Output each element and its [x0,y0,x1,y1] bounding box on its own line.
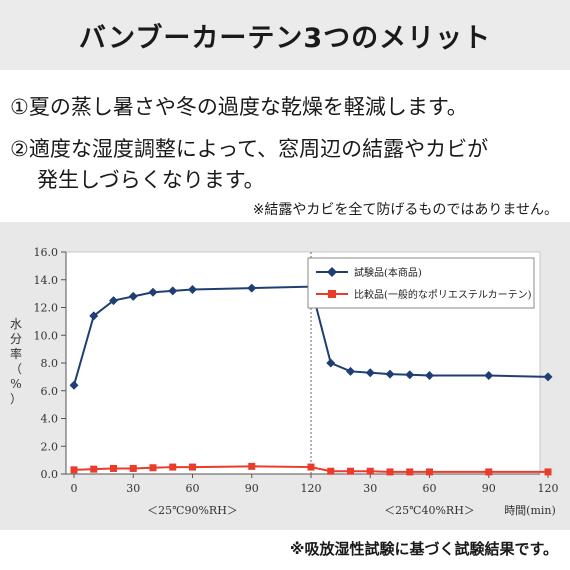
benefit-2-line2: 発生しづらくなります。 [37,168,265,192]
y-axis-label-char: 水 [10,317,22,331]
legend-label: 比較品(一般的なポリエステルカーテン) [354,288,532,301]
y-tick-label: 12.0 [34,302,59,315]
y-tick-label: 14.0 [34,274,59,287]
legend-marker [327,267,337,277]
data-point [90,465,98,473]
phase-label: ＜25℃90%RH＞ [147,504,238,517]
chart-legend: 試験品(本商品) 比較品(一般的なポリエステルカーテン) [307,257,535,309]
x-tick-label: 30 [363,482,377,495]
x-axis-label: 時間(min) [504,504,556,517]
y-axis-label-char: 率 [10,346,22,361]
data-point [327,467,335,475]
y-axis-label-char: % [10,377,21,391]
data-point [346,366,355,376]
data-point [70,466,78,474]
y-axis-label-char: ） [10,392,22,406]
y-tick-label: 8.0 [41,357,59,370]
benefit-2-line1: ②適度な湿度調整によって、窓周辺の結露やカビが [10,137,489,161]
moisture-chart: 16.0 14.0 12.0 10.0 8.0 6.0 4.0 2.0 0.0 水分率（%） 0 30… [10,246,559,517]
x-tick-label: 30 [126,482,140,495]
page-title: バンブーカーテン3つのメリット [78,22,492,54]
data-point [128,291,138,301]
data-point [543,372,553,382]
data-point [347,467,354,475]
chart-panel: 16.0 14.0 12.0 10.0 8.0 6.0 4.0 2.0 0.0 水分率（%） 0 30… [0,222,570,530]
x-tick-label: 0 [71,482,78,495]
data-point [168,286,178,296]
y-tick-label: 6.0 [41,385,59,398]
data-point [248,462,256,470]
data-point [188,284,197,294]
legend-label: 試験品(本商品) [354,266,422,279]
data-point [544,468,552,476]
data-point [169,463,177,471]
data-point [247,283,257,293]
benefit-1: ①夏の蒸し暑さや冬の過度な乾燥を軽減します。 [10,95,468,119]
y-tick-label: 10.0 [34,329,59,342]
disclaimer-note: ※結露やカビを全て防げるものではありません。 [252,202,558,218]
data-point [307,463,315,471]
data-point [109,296,118,306]
data-point [148,287,158,297]
data-point [69,380,79,390]
data-point [149,464,157,472]
data-point [89,311,99,321]
data-point [485,468,493,476]
data-point [484,370,494,380]
data-point [365,368,375,378]
x-tick-label: 60 [186,482,200,495]
y-axis-label-char: （ [10,362,22,376]
data-point [385,369,395,379]
benefit-2: ②適度な湿度調整によって、窓周辺の結露やカビが 発生しづらくなります。 [10,134,488,196]
data-point [189,463,196,471]
data-point [366,467,374,475]
data-point [425,370,434,380]
x-tick-label: 60 [423,482,437,495]
data-point [129,464,137,472]
data-point [406,468,414,476]
source-note: ※吸放湿性試験に基づく試験結果です。 [289,540,558,558]
x-tick-label: 120 [538,482,559,495]
data-point [326,358,336,368]
x-tick-label: 90 [245,482,259,495]
title-banner: バンブーカーテン3つのメリット [0,0,570,70]
legend-box [307,257,535,309]
y-tick-label: 0.0 [41,468,59,481]
marks-layer [69,282,553,476]
data-point [426,468,433,476]
legend-marker [328,290,336,298]
y-tick-label: 16.0 [34,246,59,259]
data-point [110,464,117,472]
phase-label: ＜25℃40%RH＞ [384,504,475,517]
x-tick-label: 90 [482,482,496,495]
y-tick-label: 2.0 [41,440,59,453]
data-point [405,370,415,380]
y-axis-label-char: 分 [10,332,22,346]
y-tick-label: 4.0 [41,413,59,426]
x-tick-label: 120 [301,482,322,495]
data-point [386,468,394,476]
